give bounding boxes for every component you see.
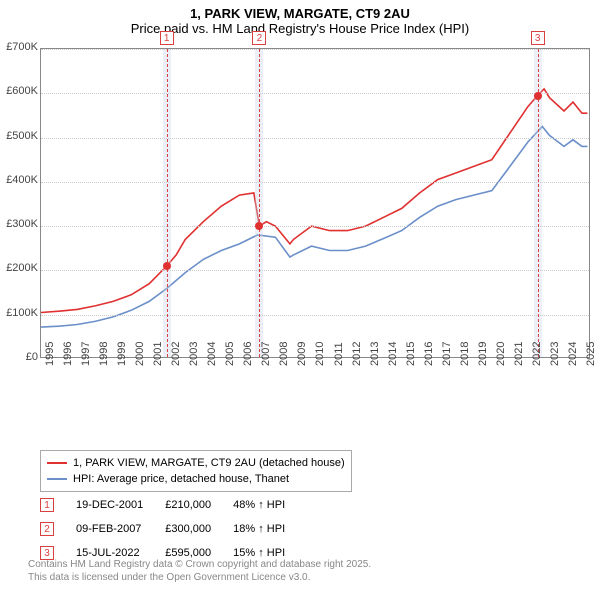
footer-attribution: Contains HM Land Registry data © Crown c… [28, 558, 371, 584]
sale-marker-dot [534, 92, 542, 100]
sale-price: £210,000 [155, 494, 221, 516]
sales-table: 1 19-DEC-2001 £210,000 48% ↑ HPI 2 09-FE… [28, 492, 297, 566]
legend-swatch [47, 462, 67, 464]
legend-swatch [47, 478, 67, 480]
footer-line: Contains HM Land Registry data © Crown c… [28, 558, 371, 571]
sale-marker-line [167, 49, 168, 357]
y-axis-label: £400K [0, 174, 38, 186]
y-axis-label: £700K [0, 41, 38, 53]
sale-marker-box: 2 [252, 31, 266, 45]
gridline [41, 226, 589, 227]
line-chart-svg [41, 49, 591, 359]
page-subtitle: Price paid vs. HM Land Registry's House … [0, 21, 600, 36]
footer-line: This data is licensed under the Open Gov… [28, 571, 371, 584]
y-axis-label: £300K [0, 218, 38, 230]
sale-price: £300,000 [155, 518, 221, 540]
sale-marker-dot [163, 262, 171, 270]
y-axis-label: £600K [0, 85, 38, 97]
sale-date: 19-DEC-2001 [66, 494, 153, 516]
y-axis-label: £200K [0, 262, 38, 274]
table-row: 2 09-FEB-2007 £300,000 18% ↑ HPI [30, 518, 295, 540]
legend-item: HPI: Average price, detached house, Than… [47, 471, 345, 487]
sale-marker-line [259, 49, 260, 357]
sale-delta: 18% ↑ HPI [223, 518, 295, 540]
legend: 1, PARK VIEW, MARGATE, CT9 2AU (detached… [40, 450, 352, 492]
sale-delta: 48% ↑ HPI [223, 494, 295, 516]
sale-marker-box: 3 [531, 31, 545, 45]
sale-number-box: 2 [40, 522, 54, 536]
page-title: 1, PARK VIEW, MARGATE, CT9 2AU [0, 6, 600, 21]
x-axis-label: 2025 [585, 342, 600, 366]
gridline [41, 49, 589, 50]
y-axis-label: £500K [0, 130, 38, 142]
sale-marker-box: 1 [160, 31, 174, 45]
legend-item: 1, PARK VIEW, MARGATE, CT9 2AU (detached… [47, 455, 345, 471]
chart-region: 123 £0£100K£200K£300K£400K£500K£600K£700… [40, 48, 590, 403]
plot-area: 123 [40, 48, 590, 358]
gridline [41, 138, 589, 139]
gridline [41, 182, 589, 183]
sale-date: 09-FEB-2007 [66, 518, 153, 540]
y-axis-label: £0 [0, 351, 38, 363]
sale-number-box: 1 [40, 498, 54, 512]
legend-label: 1, PARK VIEW, MARGATE, CT9 2AU (detached… [73, 457, 345, 469]
gridline [41, 93, 589, 94]
gridline [41, 315, 589, 316]
y-axis-label: £100K [0, 307, 38, 319]
gridline [41, 270, 589, 271]
legend-label: HPI: Average price, detached house, Than… [73, 473, 289, 485]
table-row: 1 19-DEC-2001 £210,000 48% ↑ HPI [30, 494, 295, 516]
